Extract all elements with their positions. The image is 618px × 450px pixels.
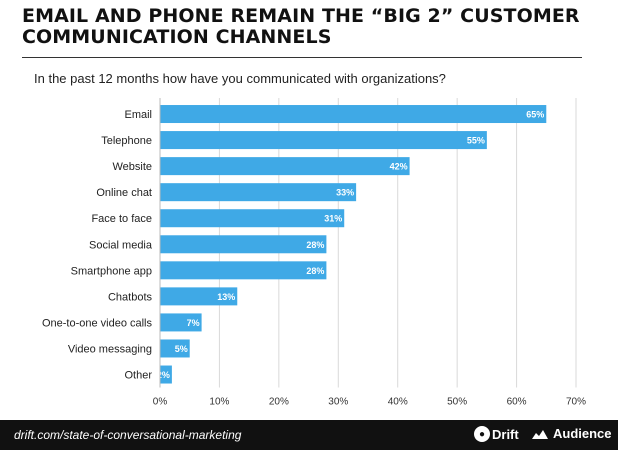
x-tick-label: 10% <box>209 397 229 408</box>
category-label: Website <box>112 161 152 173</box>
category-label: Smartphone app <box>71 265 152 277</box>
chart-title-line1: EMAIL AND PHONE REMAIN THE “BIG 2” CUSTO… <box>22 5 580 27</box>
drift-brand: ● Drift <box>474 426 519 442</box>
bar <box>160 313 202 332</box>
chart-subtitle: In the past 12 months how have you commu… <box>34 71 446 86</box>
data-label: 5% <box>175 344 188 354</box>
category-label: Chatbots <box>108 291 153 303</box>
bar <box>160 157 410 176</box>
data-label: 7% <box>187 318 200 328</box>
data-label: 28% <box>306 266 324 276</box>
data-label: 13% <box>217 292 235 302</box>
source-link[interactable]: drift.com/state-of-conversational-market… <box>14 428 242 442</box>
x-tick-label: 20% <box>269 397 289 408</box>
data-label: 2% <box>157 370 170 380</box>
data-label: 55% <box>467 136 485 146</box>
drift-brand-label: Drift <box>492 426 519 442</box>
data-label: 33% <box>336 188 354 198</box>
chart-title-line2: COMMUNICATION CHANNELS <box>22 26 332 48</box>
title-divider <box>22 57 582 58</box>
bar <box>160 105 547 124</box>
footer-bar: drift.com/state-of-conversational-market… <box>0 420 618 450</box>
x-tick-label: 0% <box>153 397 168 408</box>
audience-brand: Audience <box>530 426 612 441</box>
category-label: Face to face <box>91 213 152 225</box>
category-label: One-to-one video calls <box>42 317 153 329</box>
bar-chart: 0% 10% 20% 30% 40% 50% 60% 70% Email 65% Telephone… <box>42 98 586 408</box>
bar <box>160 365 172 384</box>
drift-logo-icon: ● <box>474 426 490 442</box>
data-label: 65% <box>526 110 544 120</box>
data-label: 31% <box>324 214 342 224</box>
bar <box>160 287 238 306</box>
bar <box>160 339 190 358</box>
x-tick-label: 60% <box>507 397 527 408</box>
bar <box>160 261 327 280</box>
audience-brand-label: Audience <box>553 426 612 441</box>
x-tick-label: 70% <box>566 397 586 408</box>
x-tick-label: 40% <box>388 397 408 408</box>
data-label: 28% <box>306 240 324 250</box>
category-label: Social media <box>89 239 153 251</box>
cloud-icon <box>532 429 548 439</box>
bar <box>160 209 345 228</box>
category-label: Telephone <box>101 135 152 147</box>
bar <box>160 235 327 254</box>
x-tick-label: 30% <box>328 397 348 408</box>
category-label: Email <box>124 109 152 121</box>
chart-title: EMAIL AND PHONE REMAIN THE “BIG 2” CUSTO… <box>22 6 602 48</box>
category-label: Online chat <box>96 187 152 199</box>
category-label: Other <box>124 370 152 382</box>
bar <box>160 131 487 150</box>
data-label: 42% <box>390 162 408 172</box>
bar <box>160 183 357 202</box>
x-tick-label: 50% <box>447 397 467 408</box>
category-label: Video messaging <box>68 343 152 355</box>
